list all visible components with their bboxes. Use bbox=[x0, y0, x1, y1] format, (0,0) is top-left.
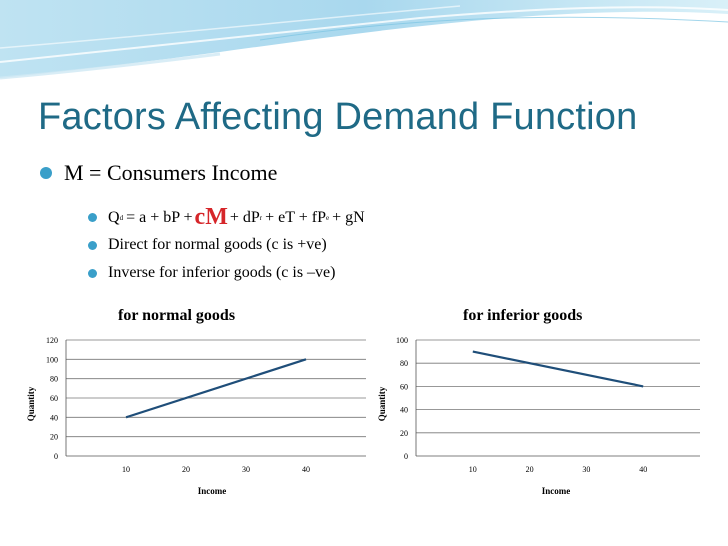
equation-sub-e: e bbox=[325, 213, 330, 222]
bullet-dot-icon bbox=[88, 240, 97, 250]
bullet-inverse: Inverse for inferior goods (c is –ve) bbox=[88, 264, 335, 282]
slide-title: Factors Affecting Demand Function bbox=[38, 96, 638, 138]
bullet-text: M = Consumers Income bbox=[64, 160, 278, 185]
y-tick-label: 40 bbox=[50, 413, 58, 422]
y-tick-label: 100 bbox=[396, 336, 408, 345]
equation-highlight: cM bbox=[194, 204, 228, 230]
bullet-text: Direct for normal goods (c is +ve) bbox=[108, 236, 327, 253]
y-tick-label: 100 bbox=[46, 355, 58, 364]
x-tick-label: 30 bbox=[242, 465, 250, 474]
y-tick-label: 0 bbox=[54, 452, 58, 461]
x-axis-label: Income bbox=[542, 486, 571, 496]
y-tick-label: 80 bbox=[400, 359, 408, 368]
equation-post1: + dP bbox=[229, 208, 260, 226]
y-tick-label: 60 bbox=[400, 382, 408, 391]
chart-title-normal: for normal goods bbox=[118, 307, 236, 324]
x-tick-label: 40 bbox=[302, 465, 310, 474]
x-tick-label: 30 bbox=[582, 465, 590, 474]
y-tick-label: 40 bbox=[400, 406, 408, 415]
x-tick-label: 20 bbox=[526, 465, 534, 474]
equation-mid: = a + bP + bbox=[126, 208, 193, 226]
equation-sub-d: d bbox=[119, 213, 124, 222]
y-tick-label: 20 bbox=[400, 429, 408, 438]
series-line bbox=[125, 358, 307, 419]
x-tick-label: 10 bbox=[469, 465, 477, 474]
y-tick-label: 80 bbox=[50, 375, 58, 384]
y-axis-label: Quantity bbox=[26, 386, 36, 421]
y-tick-label: 0 bbox=[404, 452, 408, 461]
y-tick-label: 20 bbox=[50, 433, 58, 442]
y-axis-label: Quantity bbox=[377, 386, 387, 421]
bullet-dot-icon bbox=[88, 213, 97, 222]
bullet-text: Inverse for inferior goods (c is –ve) bbox=[108, 264, 336, 281]
equation-q: Q bbox=[108, 208, 120, 226]
bullet-dot-icon bbox=[88, 268, 97, 278]
bullet-dot-icon bbox=[40, 167, 52, 179]
x-tick-label: 40 bbox=[639, 465, 647, 474]
bullet-consumers-income: M = Consumers Income bbox=[40, 160, 277, 186]
chart-title-inferior: for inferior goods bbox=[463, 307, 583, 324]
y-tick-label: 120 bbox=[46, 336, 58, 345]
x-tick-label: 20 bbox=[182, 465, 190, 474]
equation-post3: + gN bbox=[332, 208, 365, 226]
header-banner bbox=[0, 0, 728, 80]
x-axis-label: Income bbox=[198, 486, 227, 496]
y-tick-label: 60 bbox=[50, 394, 58, 403]
equation-post2: + eT + fP bbox=[265, 208, 326, 226]
bullet-direct: Direct for normal goods (c is +ve) bbox=[88, 236, 327, 254]
equation-sub-r: r bbox=[259, 213, 263, 222]
series-line bbox=[472, 350, 644, 388]
x-tick-label: 10 bbox=[122, 465, 130, 474]
